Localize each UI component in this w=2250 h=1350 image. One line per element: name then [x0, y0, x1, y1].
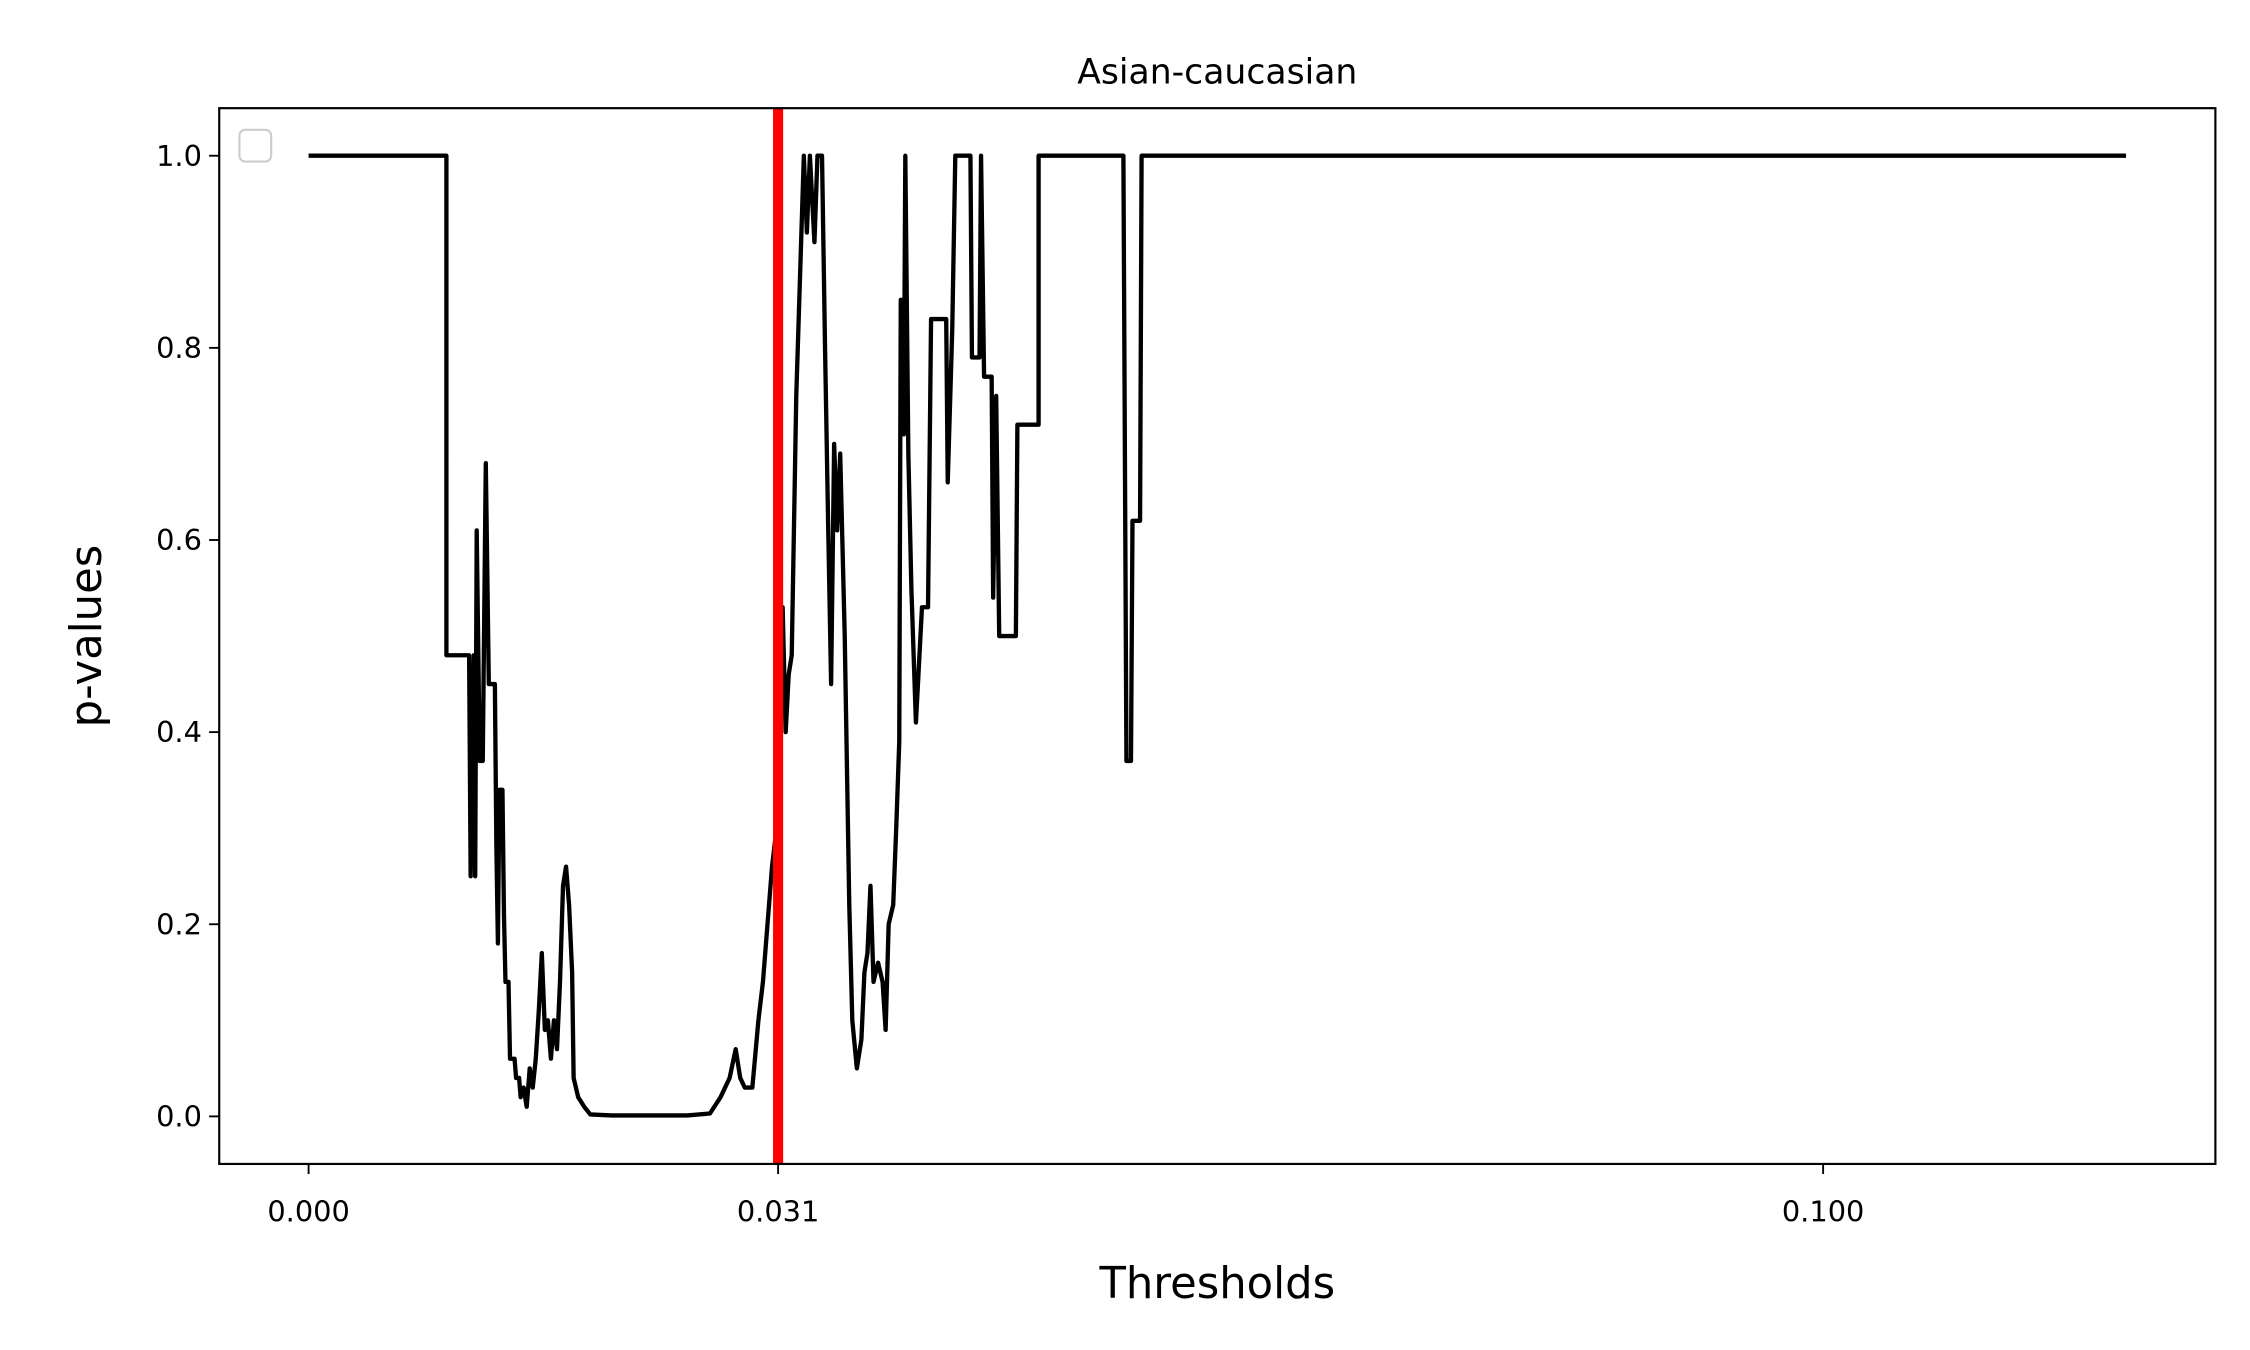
y-tick-label: 0.6: [156, 523, 202, 557]
chart-title: Asian-caucasian: [1077, 53, 1357, 93]
y-tick-label: 0.2: [156, 907, 202, 941]
x-tick-label: 0.031: [737, 1195, 820, 1229]
y-tick-label: 1.0: [156, 139, 202, 173]
axes-frame: [218, 107, 2217, 1166]
data-line: [308, 153, 2127, 1118]
y-tick-label: 0.4: [156, 715, 202, 749]
y-tick-label: 0.0: [156, 1099, 202, 1133]
x-tick-label: 0.000: [267, 1195, 350, 1229]
x-tick-label: 0.100: [1782, 1195, 1865, 1229]
y-tick-label: 0.8: [156, 331, 202, 365]
legend-box: [238, 128, 273, 163]
x-axis-label: Thresholds: [1098, 1259, 1335, 1309]
y-axis-label: p-values: [62, 545, 112, 728]
